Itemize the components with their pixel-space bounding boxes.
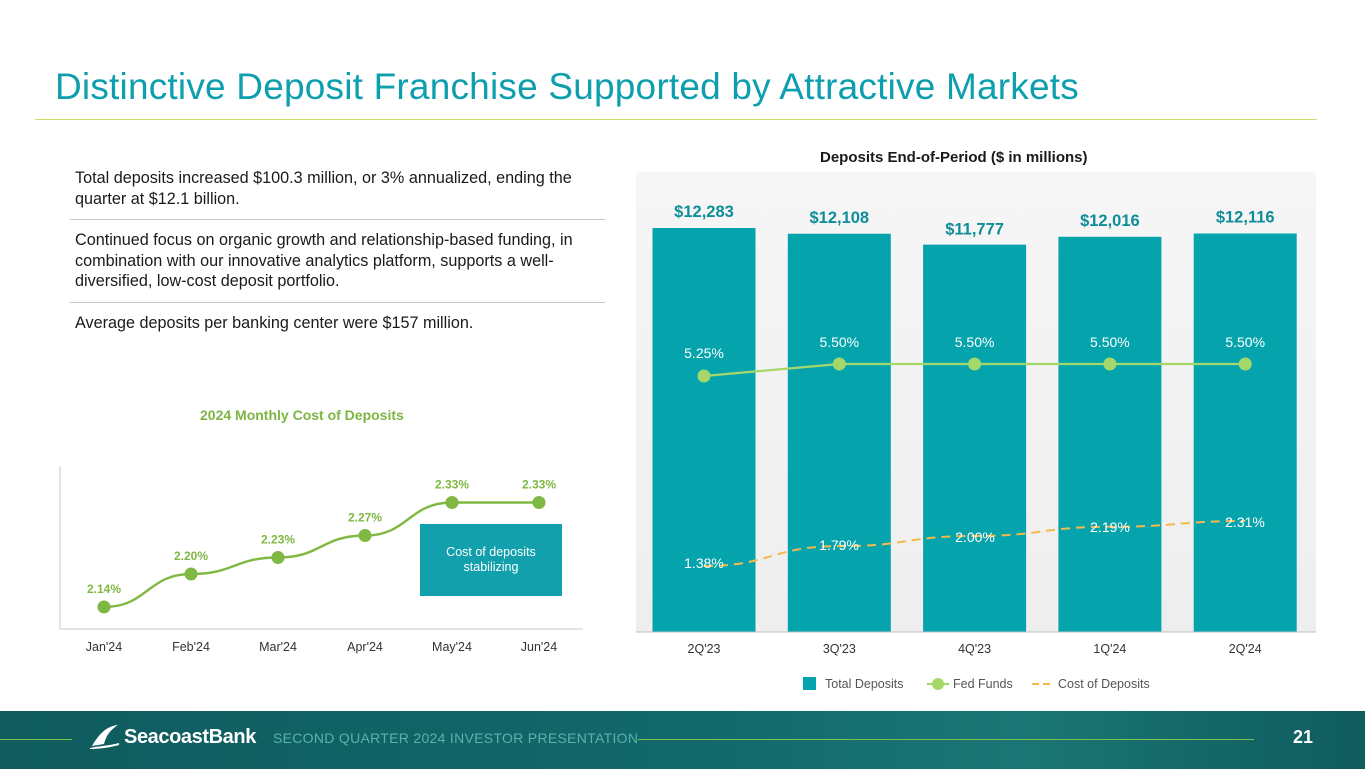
x-tick-label: 3Q'23 xyxy=(823,642,856,656)
legend-marker-fed-funds xyxy=(932,678,944,690)
x-tick-label: Feb'24 xyxy=(172,640,210,654)
fed-funds-label: 5.25% xyxy=(684,345,724,361)
legend-label-fed-funds: Fed Funds xyxy=(953,677,1013,691)
legend-swatch-total-deposits xyxy=(803,677,816,690)
x-tick-label: Jun'24 xyxy=(521,640,557,654)
x-tick-label: May'24 xyxy=(432,640,472,654)
monthly-cost-point xyxy=(97,600,111,614)
deposits-chart-title: Deposits End-of-Period ($ in millions) xyxy=(820,149,1088,166)
x-tick-label: 4Q'23 xyxy=(958,642,991,656)
cost-of-deposits-label: 2.19% xyxy=(1090,519,1130,535)
x-tick-label: 2Q'24 xyxy=(1229,642,1262,656)
bullet-list: Total deposits increased $100.3 million,… xyxy=(70,158,605,343)
deposit-bar-label: $12,283 xyxy=(674,203,734,221)
legend-label-total-deposits: Total Deposits xyxy=(825,677,904,691)
cost-of-deposits-label: 1.38% xyxy=(684,555,724,571)
x-tick-label: Mar'24 xyxy=(259,640,297,654)
footer-rule-right xyxy=(638,739,1254,740)
fed-funds-point xyxy=(832,357,846,371)
footer-bar: SeacoastBank SECOND QUARTER 2024 INVESTO… xyxy=(0,711,1365,769)
sail-logo-icon xyxy=(90,725,119,749)
monthly-cost-point xyxy=(445,496,459,509)
title-divider xyxy=(35,119,1317,120)
bullet-item: Total deposits increased $100.3 million,… xyxy=(70,158,605,220)
logo-text: SeacoastBank xyxy=(124,725,256,748)
deposit-bar xyxy=(1193,233,1297,632)
bullet-item: Continued focus on organic growth and re… xyxy=(70,220,605,303)
monthly-cost-label: 2.33% xyxy=(522,478,556,492)
x-tick-label: 2Q'23 xyxy=(688,642,721,656)
monthly-cost-point xyxy=(271,551,285,564)
deposit-bar-label: $11,777 xyxy=(945,221,1004,239)
fed-funds-point xyxy=(1238,357,1252,371)
deposit-bar-label: $12,016 xyxy=(1080,212,1140,230)
monthly-cost-label: 2.27% xyxy=(348,511,382,525)
page-number: 21 xyxy=(1293,727,1314,747)
monthly-cost-point xyxy=(184,567,198,581)
seacoast-logo: SeacoastBank xyxy=(90,724,256,750)
cost-of-deposits-label: 2.31% xyxy=(1225,514,1265,530)
page-title: Distinctive Deposit Franchise Supported … xyxy=(55,66,1079,107)
monthly-cost-label: 2.33% xyxy=(435,478,469,492)
fed-funds-point xyxy=(697,369,711,383)
footer-rule-left xyxy=(0,739,72,740)
monthly-cost-chart-title: 2024 Monthly Cost of Deposits xyxy=(200,407,404,423)
legend-label-cost-of-deposits: Cost of Deposits xyxy=(1058,677,1150,691)
monthly-cost-label: 2.14% xyxy=(87,582,121,596)
cost-of-deposits-line xyxy=(703,519,1246,567)
cost-of-deposits-label: 2.00% xyxy=(955,529,995,545)
fed-funds-point xyxy=(1103,357,1117,371)
deposit-bar-label: $12,108 xyxy=(809,209,869,227)
deposit-bar xyxy=(787,233,891,632)
fed-funds-label: 5.50% xyxy=(819,334,859,350)
monthly-cost-point xyxy=(532,496,546,509)
monthly-cost-label: 2.23% xyxy=(261,533,295,547)
monthly-cost-label: 2.20% xyxy=(174,549,208,563)
cost-of-deposits-label: 1.79% xyxy=(819,537,859,553)
deposit-bar-label: $12,116 xyxy=(1216,208,1275,226)
stabilizing-callout: Cost of deposits stabilizing xyxy=(420,524,562,596)
deposit-bar xyxy=(923,244,1027,633)
bullet-item: Average deposits per banking center were… xyxy=(75,313,474,332)
x-tick-label: Jan'24 xyxy=(86,640,122,654)
fed-funds-label: 5.50% xyxy=(955,334,995,350)
fed-funds-point xyxy=(968,357,982,371)
monthly-cost-point xyxy=(358,529,372,542)
x-tick-label: 1Q'24 xyxy=(1093,642,1126,656)
fed-funds-label: 5.50% xyxy=(1225,334,1265,350)
deposit-bar xyxy=(1058,236,1162,632)
x-tick-label: Apr'24 xyxy=(347,640,383,654)
deposits-legend: Total Deposits Fed Funds Cost of Deposits xyxy=(803,677,1150,691)
presentation-label: SECOND QUARTER 2024 INVESTOR PRESENTATIO… xyxy=(273,730,639,746)
fed-funds-label: 5.50% xyxy=(1090,334,1130,350)
